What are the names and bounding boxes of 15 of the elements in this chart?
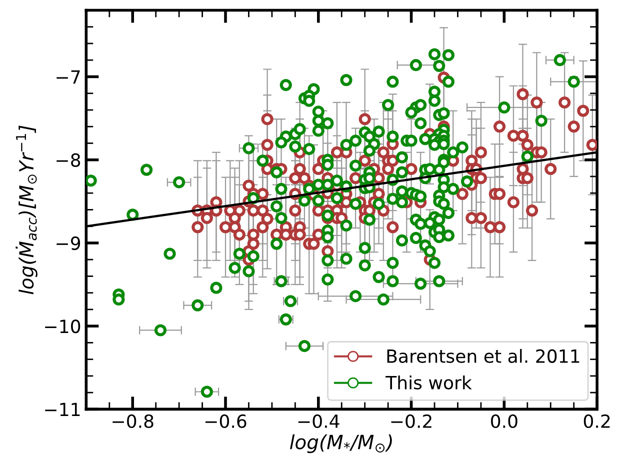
- x-axis-title: log(M$_{*}$/M$_{⊙}$): [290, 434, 392, 454]
- x-tick-label: −0.4: [298, 414, 340, 428]
- legend-label: Barentsen et al. 2011: [387, 348, 580, 363]
- y-axis-title: log(Ṁ$_{acc}$)[M$_{⊙}$Yr$^{−1}$]: [16, 126, 38, 294]
- x-tick-label: −0.6: [206, 414, 246, 428]
- y-tick-label: −8: [56, 153, 80, 167]
- y-tick-label: −11: [45, 402, 80, 416]
- y-tick-label: −10: [45, 320, 80, 334]
- y-tick-label: −9: [56, 236, 80, 250]
- x-tick-label: 0.2: [584, 414, 610, 428]
- x-tick-label: −0.8: [112, 414, 154, 428]
- x-tick-label: 0.0: [491, 414, 518, 428]
- legend-label: This work: [386, 375, 472, 390]
- y-tick-label: −7: [56, 70, 80, 84]
- x-tick-label: −0.2: [391, 414, 432, 428]
